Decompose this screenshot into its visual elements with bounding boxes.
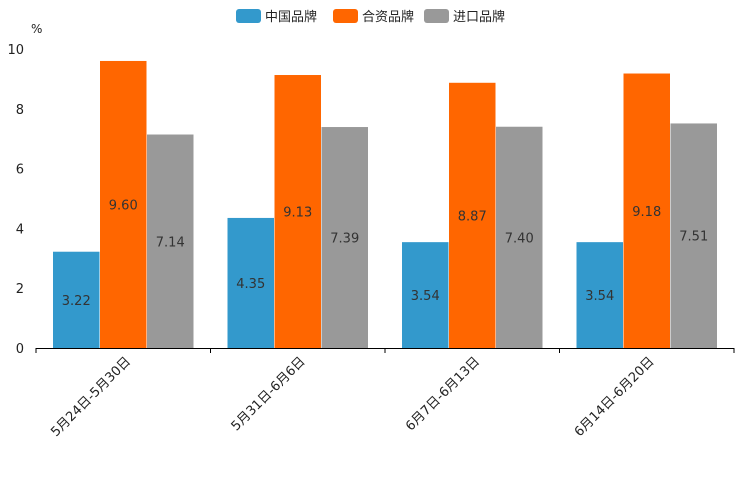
y-axis: 0 2 4 6 8 10 — [7, 43, 24, 357]
legend-label: 进口品牌 — [453, 9, 505, 25]
legend-label: 合资品牌 — [362, 9, 414, 25]
bar-value-label: 3.54 — [411, 289, 440, 304]
bar — [274, 75, 321, 348]
y-tick-label: 8 — [16, 103, 24, 118]
legend-swatch — [333, 9, 358, 23]
y-tick-label: 0 — [16, 342, 24, 357]
bar-value-label: 8.87 — [458, 209, 487, 224]
bar-value-label: 3.22 — [62, 294, 91, 309]
bar — [53, 251, 100, 348]
x-category-label: 5月24日-5月30日 — [48, 354, 134, 440]
x-category-label: 5月31日-6月6日 — [229, 354, 309, 434]
bar — [623, 73, 670, 348]
y-tick-label: 6 — [16, 163, 24, 178]
bar — [147, 134, 194, 348]
bar-value-label: 7.14 — [156, 235, 185, 250]
bar-value-label: 4.35 — [236, 277, 265, 292]
bar-value-label: 9.60 — [109, 198, 138, 213]
x-category-label: 6月7日-6月13日 — [403, 354, 483, 434]
bar-value-label: 7.40 — [505, 231, 534, 246]
bar — [100, 60, 147, 349]
bar-value-label: 7.39 — [330, 232, 359, 247]
legend: 中国品牌 合资品牌 进口品牌 — [236, 9, 505, 25]
bar — [670, 123, 717, 349]
bar — [402, 242, 449, 348]
x-category-label: 6月14日-6月20日 — [572, 354, 658, 440]
legend-swatch — [236, 9, 261, 23]
bar — [576, 242, 623, 348]
bars: 3.22 9.60 7.14 4.35 9.13 7.39 3.54 8.87 7.40 3.54… — [53, 60, 717, 349]
bar-value-label: 9.18 — [632, 205, 661, 220]
bar-value-label: 9.13 — [283, 206, 312, 221]
bar-value-label: 7.51 — [679, 230, 708, 245]
y-tick-label: 4 — [16, 222, 24, 237]
y-tick-label: 2 — [16, 282, 24, 297]
bar — [449, 82, 496, 349]
bar — [227, 217, 274, 348]
x-axis: 5月24日-5月30日 5月31日-6月6日 6月7日-6月13日 6月14日-6月2… — [35, 348, 735, 440]
bar-value-label: 3.54 — [585, 289, 614, 304]
y-tick-label: 10 — [7, 43, 24, 58]
legend-swatch — [424, 9, 449, 23]
bar — [321, 127, 368, 348]
bar — [496, 126, 543, 349]
legend-label: 中国品牌 — [265, 9, 317, 25]
y-axis-unit: % — [31, 22, 42, 36]
